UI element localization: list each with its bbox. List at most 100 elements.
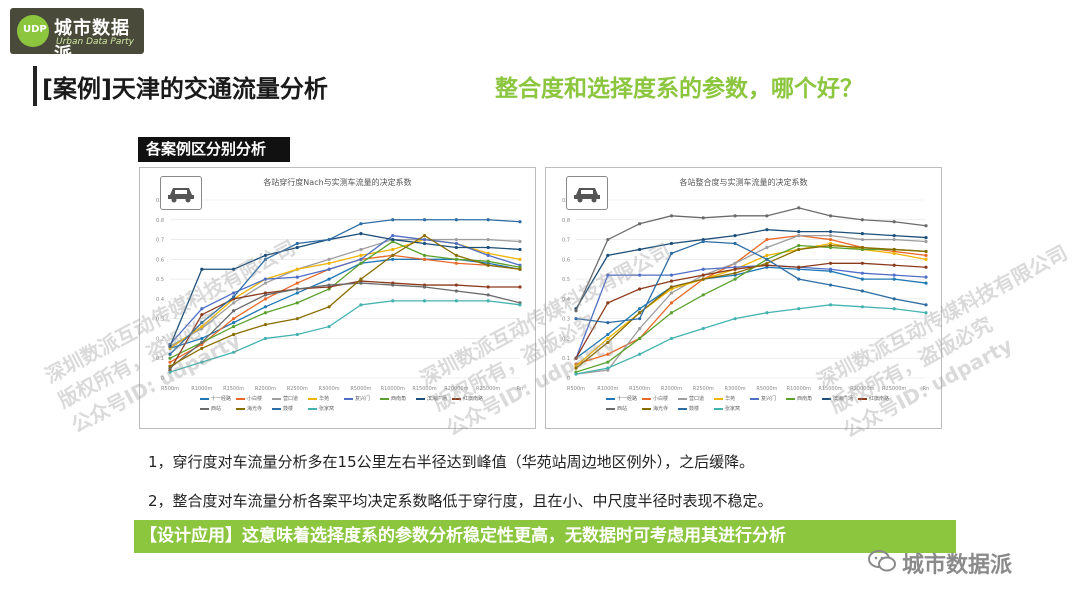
y-tick-label: 0.2: [562, 336, 570, 342]
data-point: [733, 271, 737, 275]
legend-swatch: [308, 407, 317, 410]
data-point: [669, 291, 674, 295]
x-tick-label: R15000m: [412, 386, 436, 392]
data-point: [486, 263, 490, 267]
data-point: [892, 273, 896, 277]
legend-swatch: [452, 397, 461, 400]
data-point: [200, 336, 204, 341]
data-point: [422, 299, 427, 303]
data-point: [860, 261, 864, 265]
legend-item: 西南角: [786, 395, 822, 405]
series-line: [575, 229, 927, 310]
data-point: [486, 237, 490, 242]
y-tick-label: 0.6: [156, 257, 164, 263]
data-point: [295, 281, 299, 285]
data-point: [232, 291, 236, 295]
data-point: [327, 305, 331, 309]
data-point: [797, 243, 801, 248]
legend-swatch: [678, 397, 687, 400]
data-point: [486, 253, 490, 257]
data-point: [828, 234, 833, 238]
legend-label: 复兴门: [355, 396, 371, 402]
data-point: [606, 332, 610, 337]
y-tick-label: 0.5: [562, 277, 570, 283]
data-point: [454, 245, 458, 250]
series-line: [575, 262, 927, 359]
legend-item: 西南角: [380, 395, 416, 405]
legend-label: 红旗南路: [463, 396, 484, 402]
data-point: [391, 247, 395, 252]
data-point: [295, 291, 299, 295]
legend-item: 鼓楼: [678, 405, 714, 415]
data-point: [263, 293, 268, 297]
data-point: [924, 281, 928, 285]
data-point: [669, 285, 674, 289]
legend-swatch: [750, 397, 759, 400]
wechat-icon: [868, 550, 896, 572]
data-point: [797, 307, 801, 311]
section-label: 各案例区分别分析: [138, 137, 290, 162]
data-point: [454, 299, 458, 303]
data-point: [892, 277, 896, 281]
legend-swatch: [714, 407, 723, 410]
x-tick-label: R25000m: [882, 386, 906, 392]
series-line: [169, 232, 521, 347]
data-point: [669, 311, 674, 315]
data-point: [232, 301, 236, 305]
series-line: [575, 207, 927, 312]
y-tick-label: 0.4: [156, 297, 164, 303]
data-point: [606, 253, 610, 257]
data-point: [606, 366, 610, 370]
legend-swatch: [272, 407, 281, 410]
data-point: [574, 356, 578, 360]
data-point: [765, 228, 769, 232]
data-point: [232, 324, 236, 329]
data-point: [200, 267, 204, 271]
data-point: [327, 257, 331, 261]
data-point: [359, 247, 363, 252]
x-tick-label: Rn: [517, 386, 524, 392]
legend-swatch: [416, 397, 425, 400]
data-point: [924, 239, 928, 244]
legend-item: 张家窝: [308, 405, 344, 415]
x-tick-label: R2500m: [287, 386, 308, 392]
data-point: [669, 301, 674, 305]
title-accent-bar: [33, 66, 37, 106]
logo-subtitle: Urban Data Party: [56, 37, 134, 47]
data-point: [924, 303, 928, 307]
data-point: [422, 218, 427, 222]
legend-label: 红旗南路: [869, 396, 890, 402]
data-point: [200, 346, 204, 350]
data-point: [797, 206, 801, 210]
legend-item: 海光寺: [642, 405, 678, 415]
data-point: [486, 285, 490, 289]
data-point: [638, 273, 642, 277]
data-point: [669, 241, 674, 246]
data-point: [638, 317, 642, 321]
data-point: [168, 344, 172, 348]
legend-swatch: [380, 397, 389, 400]
legend-item: 十一经路: [606, 395, 642, 405]
data-point: [263, 323, 268, 327]
y-tick-label: 0: [567, 376, 570, 382]
data-point: [797, 247, 801, 252]
data-point: [232, 295, 236, 299]
data-point: [454, 289, 458, 293]
data-point: [359, 222, 363, 226]
data-point: [454, 241, 458, 246]
legend-label: 西站: [617, 406, 628, 412]
legend-swatch: [236, 397, 245, 400]
data-point: [828, 261, 833, 265]
legend-item: 复兴门: [750, 395, 786, 405]
data-point: [797, 265, 801, 269]
data-point: [733, 234, 737, 238]
data-point: [422, 257, 427, 261]
data-point: [638, 352, 642, 356]
data-point: [765, 261, 769, 265]
data-point: [924, 224, 928, 228]
data-point: [638, 222, 642, 226]
logo-mark-icon: UDP: [17, 15, 49, 47]
series-line: [575, 240, 927, 324]
data-point: [486, 218, 490, 222]
legend-label: 十一经路: [617, 396, 638, 402]
